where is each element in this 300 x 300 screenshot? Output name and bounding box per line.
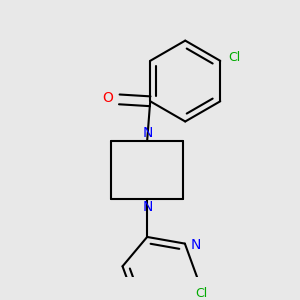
Text: N: N <box>142 200 153 214</box>
Text: O: O <box>102 92 113 106</box>
Text: N: N <box>142 126 153 140</box>
Text: Cl: Cl <box>228 51 240 64</box>
Text: Cl: Cl <box>195 287 207 300</box>
Text: N: N <box>191 238 201 252</box>
